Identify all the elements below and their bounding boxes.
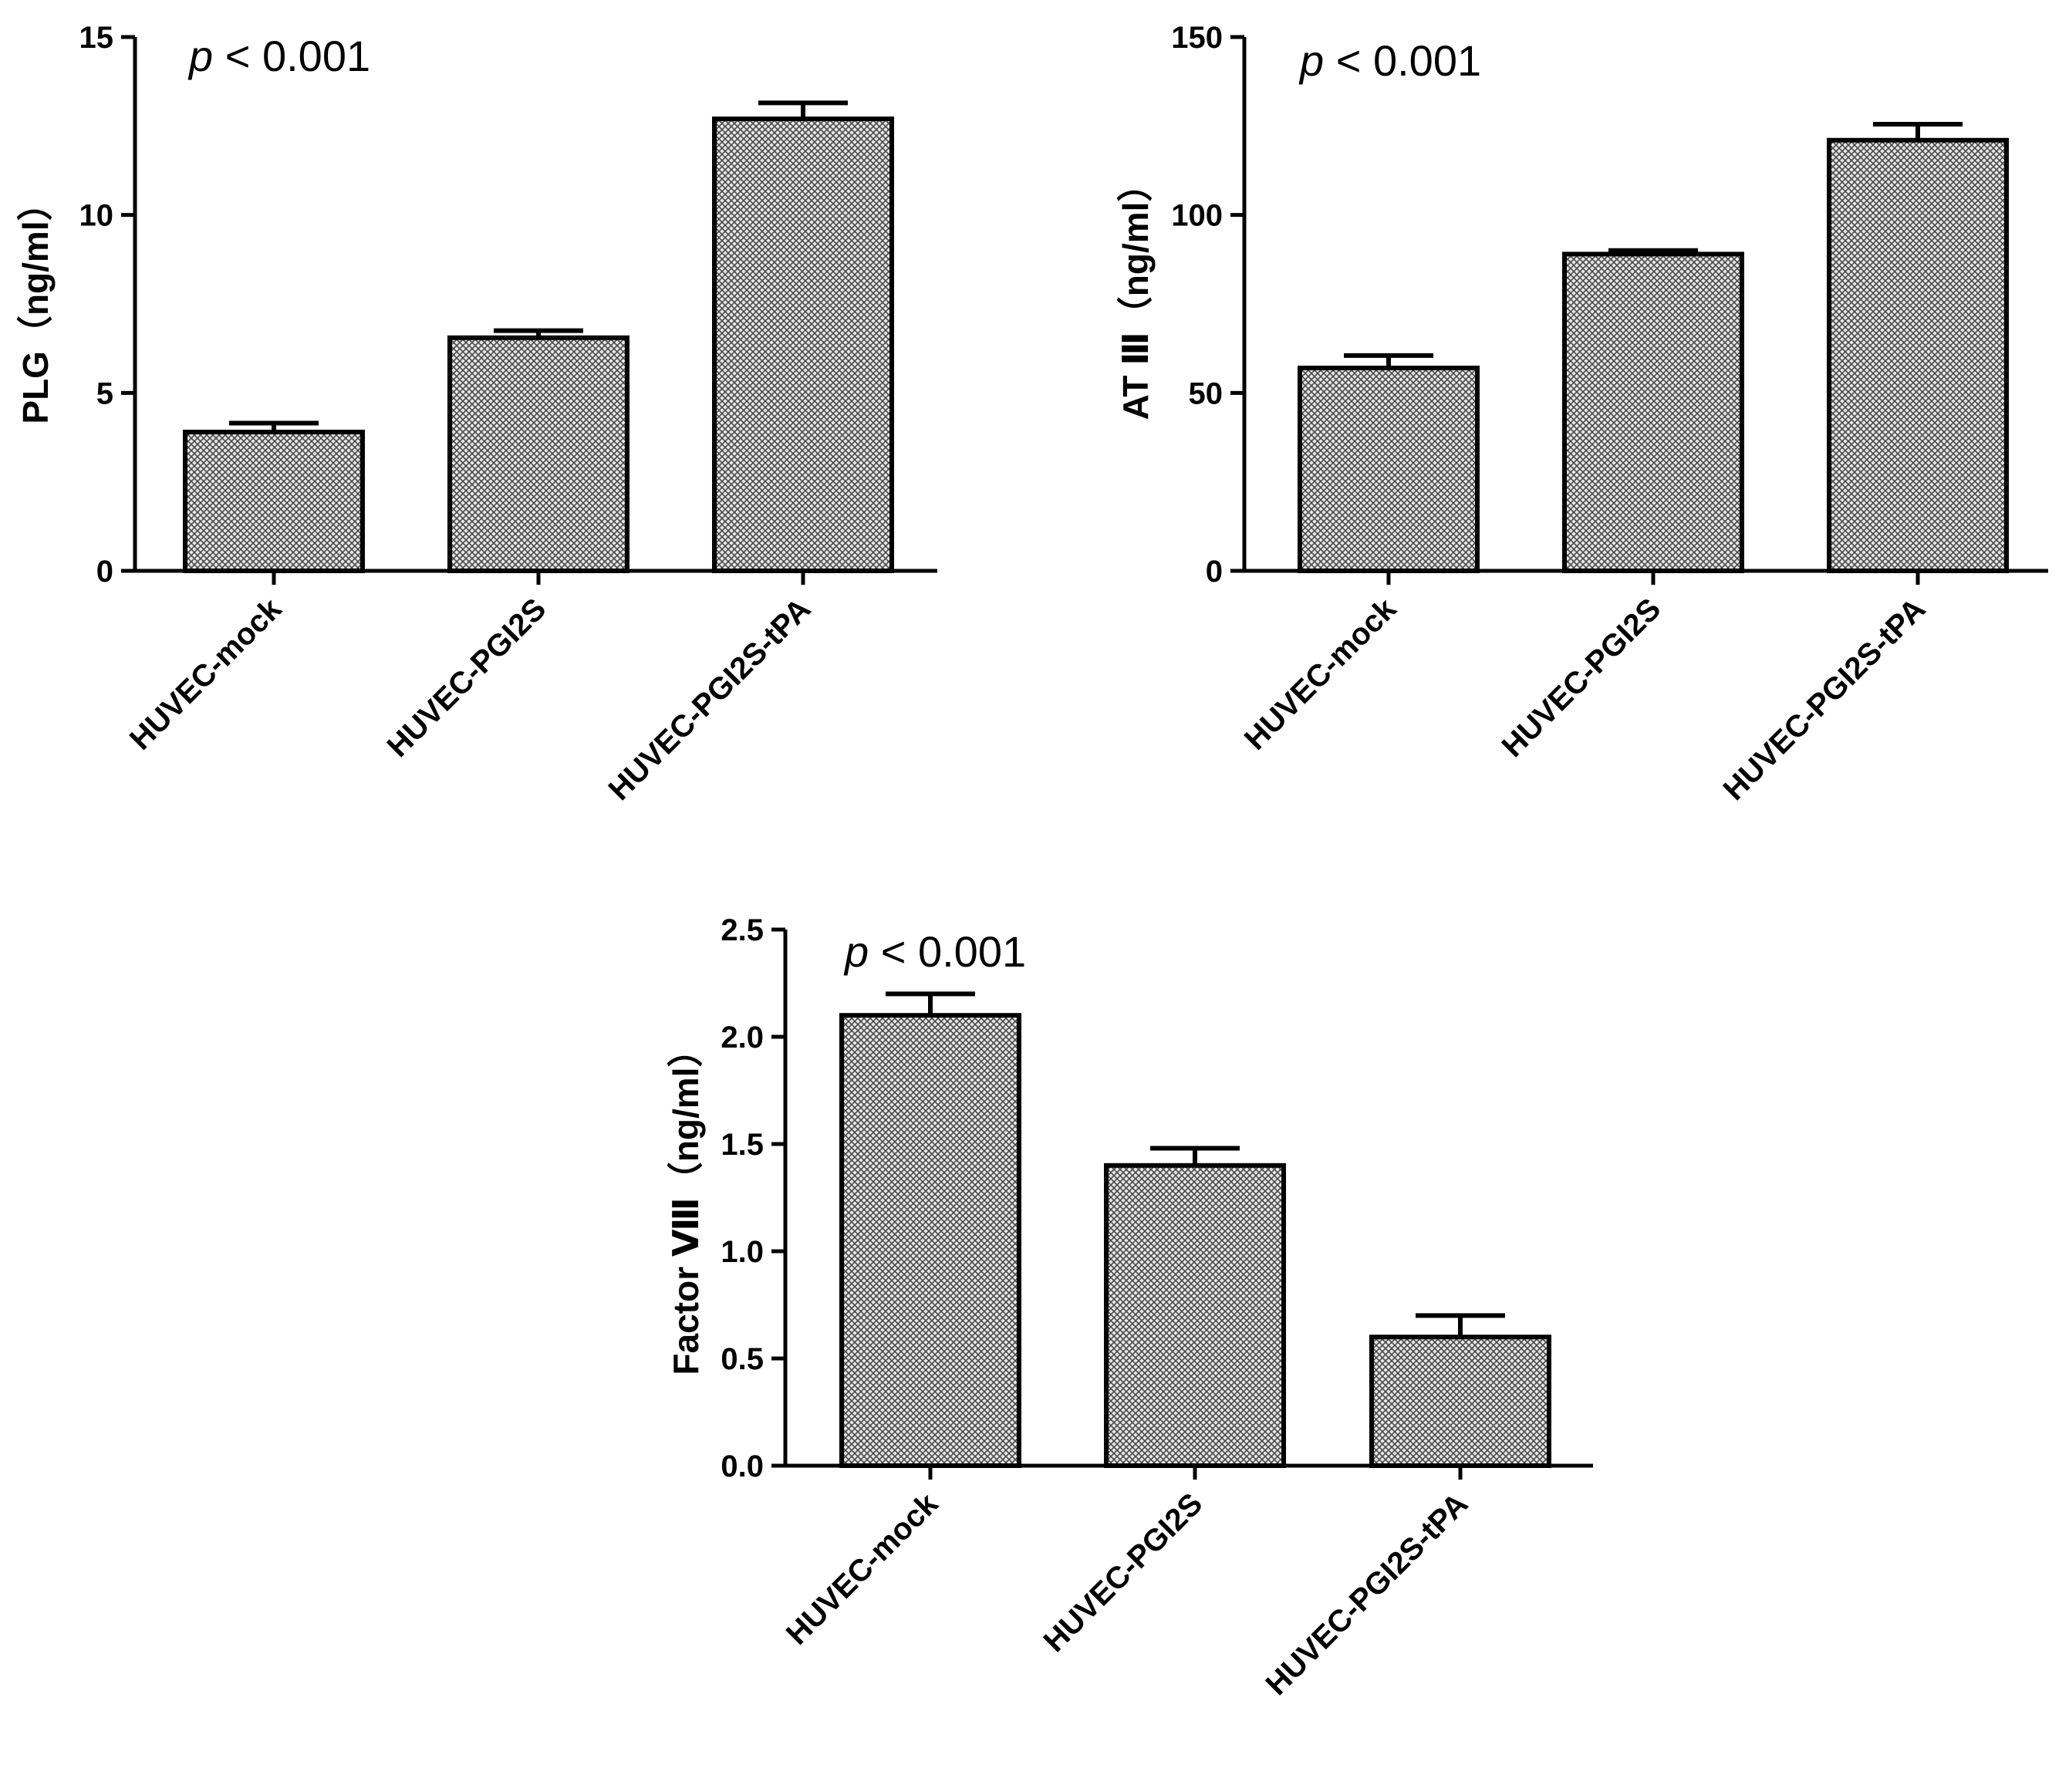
factor-viii-p-annotation: p < 0.001: [843, 927, 1026, 976]
factor-viii-category-label-1: HUVEC-mock: [780, 1487, 945, 1652]
factor-viii-bar-2: [1104, 1163, 1286, 1469]
factor-viii-error-bar-3: [1416, 1313, 1505, 1338]
at-iii-error-bar-3: [1873, 122, 1963, 140]
factor-viii-y-axis-title: Factor Ⅷ（ng/ml）: [666, 1032, 706, 1375]
at-iii-category-label-2: HUVEC-PGI2S: [1496, 592, 1668, 764]
factor-viii-y-tick-label: 2.0: [721, 1021, 764, 1055]
factor-viii-y-tick-label: 1.5: [721, 1128, 764, 1162]
plg-y-tick-label: 5: [96, 376, 113, 410]
at-iii-p-annotation: p < 0.001: [1298, 36, 1481, 85]
at-iii-y-axis-title: AT Ⅲ（ng/ml）: [1116, 167, 1156, 420]
plg-bar-3: [712, 116, 894, 573]
plg-y-tick-label: 0: [96, 555, 113, 589]
factor-viii-bar-3: [1369, 1335, 1551, 1468]
factor-viii-y-tick-label: 0.5: [721, 1342, 764, 1376]
at-iii-bar-2: [1562, 251, 1744, 573]
plg-category-label-3: HUVEC-PGI2S-tPA: [602, 592, 817, 807]
at-iii-y-tick-label: 150: [1171, 21, 1223, 55]
factor-viii-error-bar-2: [1150, 1146, 1240, 1166]
panel-plg: p < 0.001 PLG（ng/ml） 0 5 10 15 HUVEC-mock HUV…: [15, 21, 937, 807]
plg-y-axis-title: PLG（ng/ml）: [15, 185, 56, 424]
plg-bar-1: [183, 430, 365, 574]
panel-at-iii: p < 0.001 AT Ⅲ（ng/ml） 0 50 100 150 HUVEC-moc…: [1116, 21, 2048, 807]
factor-viii-bar-1: [839, 1013, 1021, 1468]
plg-bar-2: [447, 335, 629, 573]
factor-viii-category-label-2: HUVEC-PGI2S: [1038, 1487, 1210, 1659]
panel-factor-viii: p < 0.001 Factor Ⅷ（ng/ml） 0.0 0.5 1.0 1.5 2.…: [666, 913, 1593, 1702]
plg-p-annotation: p < 0.001: [187, 32, 370, 80]
factor-viii-y-tick-label: 0.0: [721, 1449, 764, 1483]
factor-viii-y-tick-label: 2.5: [721, 913, 764, 947]
factor-viii-y-tick-label: 1.0: [721, 1235, 764, 1269]
plg-y-tick-label: 15: [79, 21, 114, 55]
at-iii-y-tick-label: 50: [1189, 376, 1224, 410]
plg-category-label-1: HUVEC-mock: [123, 592, 289, 757]
at-iii-error-bar-2: [1608, 248, 1698, 255]
at-iii-y-tick-label: 100: [1171, 199, 1223, 233]
at-iii-bar-3: [1827, 137, 2009, 573]
factor-viii-category-label-3: HUVEC-PGI2S-tPA: [1259, 1487, 1474, 1702]
plg-error-bar-2: [494, 328, 583, 338]
factor-viii-error-bar-1: [886, 991, 975, 1016]
at-iii-error-bar-1: [1344, 353, 1433, 369]
plg-category-label-2: HUVEC-PGI2S: [381, 592, 553, 764]
plg-y-tick-label: 10: [79, 199, 114, 233]
plg-error-bar-1: [229, 420, 319, 433]
at-iii-category-label-3: HUVEC-PGI2S-tPA: [1716, 592, 1932, 807]
at-iii-category-label-1: HUVEC-mock: [1238, 592, 1403, 757]
at-iii-bar-1: [1298, 366, 1480, 573]
plg-error-bar-3: [758, 100, 848, 120]
at-iii-y-tick-label: 0: [1206, 555, 1223, 589]
